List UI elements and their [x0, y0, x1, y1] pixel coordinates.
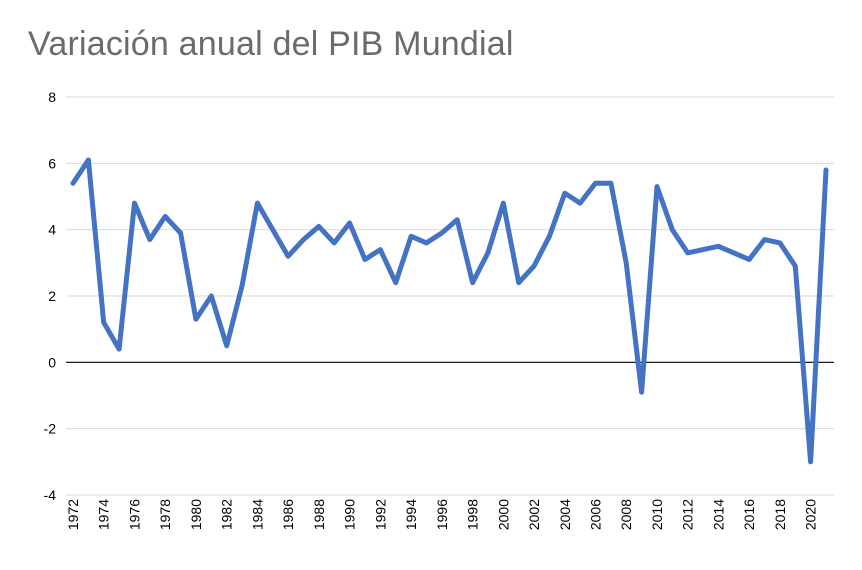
data-point: [624, 260, 629, 265]
series-line: [70, 157, 829, 465]
data-point: [670, 227, 675, 232]
data-point: [332, 240, 337, 245]
data-point: [455, 217, 460, 222]
data-point: [286, 254, 291, 259]
data-point: [301, 237, 306, 242]
data-point: [731, 250, 736, 255]
x-tick-label: 2004: [557, 499, 573, 530]
x-tick-label: 1976: [126, 499, 142, 530]
y-tick-label: -2: [44, 421, 57, 437]
data-point: [547, 234, 552, 239]
data-point: [532, 264, 537, 269]
x-tick-label: 2020: [803, 499, 819, 530]
data-point: [378, 247, 383, 252]
data-point: [685, 250, 690, 255]
x-tick-label: 2006: [587, 499, 603, 530]
data-point: [132, 201, 137, 206]
data-point: [808, 459, 813, 464]
data-point: [747, 257, 752, 262]
data-point: [193, 317, 198, 322]
x-tick-label: 2014: [710, 499, 726, 530]
x-tick-label: 1994: [403, 499, 419, 530]
y-tick-label: 8: [48, 89, 56, 105]
x-tick-label: 1978: [157, 499, 173, 530]
data-point: [209, 294, 214, 299]
data-point: [424, 240, 429, 245]
data-point: [240, 284, 245, 289]
data-point: [655, 184, 660, 189]
x-tick-label: 2016: [741, 499, 757, 530]
data-point: [501, 201, 506, 206]
data-point: [824, 168, 829, 173]
y-tick-label: -4: [44, 487, 57, 503]
data-point: [470, 280, 475, 285]
y-tick-label: 4: [48, 222, 56, 238]
x-tick-label: 1972: [65, 499, 81, 530]
data-point: [562, 191, 567, 196]
data-point: [608, 181, 613, 186]
x-tick-label: 2008: [618, 499, 634, 530]
data-point: [409, 234, 414, 239]
x-tick-label: 1974: [96, 499, 112, 530]
data-point: [439, 231, 444, 236]
data-point: [701, 247, 706, 252]
x-tick-label: 1980: [188, 499, 204, 530]
x-tick-label: 2010: [649, 499, 665, 530]
chart-title: Variación anual del PIB Mundial: [28, 25, 514, 63]
data-point: [578, 201, 583, 206]
data-point: [101, 320, 106, 325]
y-tick-label: 2: [48, 288, 56, 304]
data-point: [793, 264, 798, 269]
x-tick-label: 2000: [495, 499, 511, 530]
data-point: [255, 201, 260, 206]
data-point: [316, 224, 321, 229]
x-tick-label: 1996: [434, 499, 450, 530]
x-tick-label: 1998: [465, 499, 481, 530]
x-tick-label: 1988: [311, 499, 327, 530]
data-point: [347, 221, 352, 226]
x-tick-label: 1990: [342, 499, 358, 530]
data-point: [363, 257, 368, 262]
data-point: [163, 214, 168, 219]
x-tick-label: 2002: [526, 499, 542, 530]
data-point: [593, 181, 598, 186]
x-tick-label: 2012: [680, 499, 696, 530]
y-tick-label: 6: [48, 155, 56, 171]
data-point: [777, 240, 782, 245]
data-point: [716, 244, 721, 249]
x-tick-label: 1984: [249, 499, 265, 530]
x-tick-label: 1982: [219, 499, 235, 530]
data-point: [270, 227, 275, 232]
y-tick-label: 0: [48, 354, 56, 370]
data-point: [117, 347, 122, 352]
x-tick-label: 2018: [772, 499, 788, 530]
data-point: [762, 237, 767, 242]
data-point: [86, 158, 91, 163]
data-point: [224, 343, 229, 348]
x-tick-label: 1992: [372, 499, 388, 530]
data-point: [178, 231, 183, 236]
data-point: [485, 250, 490, 255]
data-point: [516, 280, 521, 285]
data-point: [639, 390, 644, 395]
data-point: [147, 237, 152, 242]
data-point: [393, 280, 398, 285]
x-tick-label: 1986: [280, 499, 296, 530]
data-point: [71, 181, 76, 186]
